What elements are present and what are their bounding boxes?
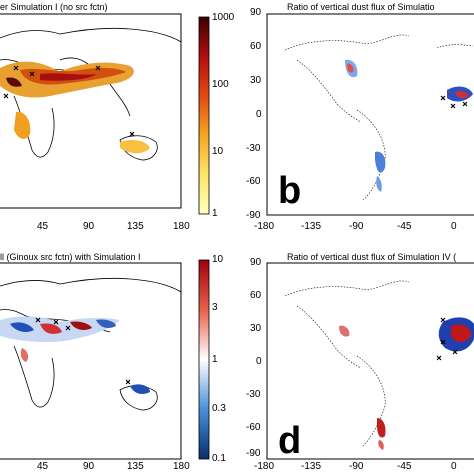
panel-a-xtick-90: 90 bbox=[83, 221, 95, 232]
panel-d-title: Ratio of vertical dust flux of Simulatio… bbox=[287, 252, 457, 262]
panel-a-cb-tick-100: 100 bbox=[212, 79, 229, 90]
panel-d-label: d bbox=[278, 420, 302, 462]
panel-d-ytick-m60: -60 bbox=[246, 422, 261, 433]
panel-d-xtick-0: 0 bbox=[451, 461, 457, 472]
panel-d-ytick-m90: -90 bbox=[246, 448, 261, 459]
panel-d-ytick-m30: -30 bbox=[246, 389, 261, 400]
panel-a-cb-tick-1000: 1000 bbox=[212, 12, 235, 23]
panel-a-frame bbox=[0, 13, 182, 209]
panel-b-map bbox=[266, 13, 474, 216]
panel-c-xtick-135: 135 bbox=[127, 461, 144, 472]
panel-a-title: er Simulation I (no src fctn) bbox=[0, 2, 108, 12]
panel-b-xmarks bbox=[440, 95, 468, 109]
panel-c-ratio-field bbox=[0, 316, 150, 394]
panel-b: Ratio of vertical dust flux of Simulatio… bbox=[237, 0, 474, 237]
panel-d-ytick-30: 30 bbox=[250, 323, 262, 334]
panel-b-ytick-0: 0 bbox=[256, 109, 262, 120]
panel-b-label: b bbox=[278, 170, 302, 212]
panel-b-ytick-m30: -30 bbox=[246, 143, 261, 154]
panel-c-cb-tick-3: 3 bbox=[212, 302, 218, 313]
panel-d-xtick-m180: -180 bbox=[254, 461, 275, 472]
panel-d-ytick-0: 0 bbox=[256, 356, 262, 367]
panel-d-map bbox=[266, 262, 474, 460]
panel-c-frame bbox=[0, 262, 182, 460]
panel-d: Ratio of vertical dust flux of Simulatio… bbox=[237, 240, 474, 474]
panel-a-map bbox=[0, 13, 210, 215]
panel-c-map bbox=[0, 259, 210, 460]
panel-b-xtick-0: 0 bbox=[451, 221, 457, 232]
panel-d-ytick-90: 90 bbox=[250, 257, 262, 268]
panel-a-xtick-180: 180 bbox=[173, 221, 190, 232]
panel-c-cb-tick-1: 1 bbox=[212, 354, 218, 365]
panel-a-cb-tick-1: 1 bbox=[212, 208, 218, 219]
panel-d-xtick-m45: -45 bbox=[397, 461, 412, 472]
panel-d-coastlines bbox=[284, 280, 410, 447]
panel-b-ytick-m60: -60 bbox=[246, 176, 261, 187]
panel-d-ratio-field bbox=[339, 317, 474, 450]
panel-b-frame bbox=[266, 13, 474, 216]
panel-b-ytick-30: 30 bbox=[250, 75, 262, 86]
panel-b-xtick-m90: -90 bbox=[349, 221, 364, 232]
panel-b-ytick-60: 60 bbox=[250, 41, 262, 52]
panel-b-xtick-m45: -45 bbox=[397, 221, 412, 232]
panel-a-xtick-135: 135 bbox=[127, 221, 144, 232]
panel-c-xtick-90: 90 bbox=[83, 461, 95, 472]
panel-c-cb-tick-0-3: 0.3 bbox=[212, 403, 226, 414]
panel-a-colorbar bbox=[198, 16, 210, 215]
panel-b-title: Ratio of vertical dust flux of Simulatio bbox=[287, 2, 435, 12]
panel-c-xmarks bbox=[35, 317, 131, 385]
panel-a-xtick-45: 45 bbox=[37, 221, 49, 232]
panel-c-cb-tick-10: 10 bbox=[212, 254, 224, 265]
panel-d-xtick-m135: -135 bbox=[301, 461, 322, 472]
panel-c-colorbar bbox=[198, 259, 210, 460]
panel-d-xmarks bbox=[436, 317, 458, 361]
panel-c-xtick-180: 180 bbox=[173, 461, 190, 472]
panel-d-frame bbox=[266, 262, 474, 460]
panel-b-ytick-m90: -90 bbox=[246, 210, 261, 221]
panel-a-xmarks bbox=[3, 65, 135, 137]
panel-d-ytick-60: 60 bbox=[250, 290, 262, 301]
panel-c-cb-tick-0-1: 0.1 bbox=[212, 453, 226, 464]
panel-b-xtick-m135: -135 bbox=[301, 221, 322, 232]
panel-a-dust-field bbox=[0, 61, 150, 154]
panel-b-ytick-90: 90 bbox=[250, 7, 262, 18]
panel-a: er Simulation I (no src fctn) bbox=[0, 0, 237, 237]
panel-a-cb-tick-10: 10 bbox=[212, 146, 224, 157]
panel-c-xtick-45: 45 bbox=[37, 461, 49, 472]
panel-b-xtick-m180: -180 bbox=[254, 221, 275, 232]
panel-d-xtick-m90: -90 bbox=[349, 461, 364, 472]
panel-c-title: ll (Ginoux src fctn) with Simulation I bbox=[0, 252, 141, 262]
panel-c: ll (Ginoux src fctn) with Simulation I bbox=[0, 240, 237, 474]
panel-b-ratio-field bbox=[345, 59, 473, 192]
